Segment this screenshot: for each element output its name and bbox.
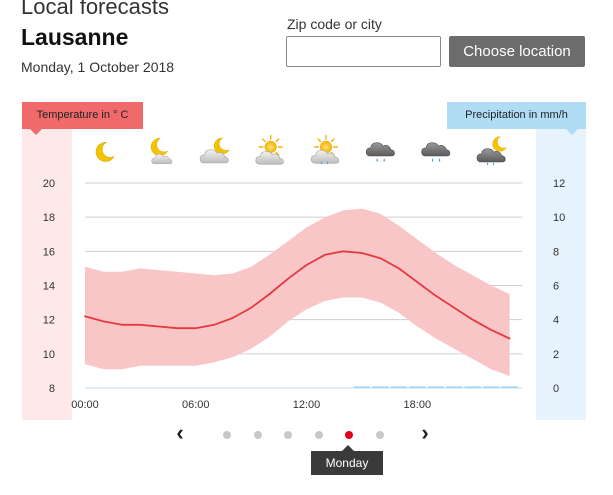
precipitation-bar	[390, 386, 408, 388]
forecast-date: Monday, 1 October 2018	[21, 59, 175, 75]
precipitation-bar	[427, 386, 445, 388]
sun-cloudy-icon	[255, 135, 284, 165]
active-day-tooltip: Monday	[311, 451, 383, 475]
page-title: Local forecasts	[21, 0, 169, 19]
y-left-tick-label: 8	[49, 383, 55, 395]
next-day-chevron-icon[interactable]: ›	[421, 420, 429, 445]
temperature-range-band	[85, 208, 510, 376]
moon-icon	[95, 142, 115, 162]
precipitation-bar	[464, 386, 481, 388]
temperature-tab-pointer	[30, 129, 42, 135]
precipitation-bar	[353, 386, 371, 388]
y-right-tick-label: 2	[553, 349, 559, 361]
precipitation-bar	[446, 386, 463, 388]
carousel-dot-active[interactable]	[345, 431, 354, 439]
y-left-tick-label: 12	[43, 315, 55, 327]
zip-code-label: Zip code or city	[287, 16, 382, 32]
precipitation-bar	[372, 386, 389, 388]
x-tick-label: 18:00	[404, 399, 432, 411]
y-left-tick-label: 10	[43, 349, 55, 361]
temperature-axis-band	[22, 102, 72, 420]
y-left-tick-label: 16	[43, 246, 55, 258]
carousel-dot[interactable]	[284, 431, 293, 439]
y-right-tick-label: 8	[553, 246, 559, 258]
y-left-tick-label: 20	[43, 178, 55, 190]
precipitation-bar	[409, 386, 426, 388]
carousel-dot[interactable]	[376, 431, 384, 439]
precipitation-bar	[482, 386, 500, 388]
moon-cloud-icon	[150, 137, 173, 164]
choose-location-button[interactable]: Choose location	[449, 36, 585, 67]
y-left-tick-label: 14	[43, 281, 55, 293]
temperature-line	[84, 250, 511, 340]
y-right-tick-label: 0	[553, 383, 559, 395]
y-right-tick-label: 4	[553, 315, 559, 327]
moon-cloudy-icon	[199, 137, 230, 164]
day-tooltip-pointer	[342, 445, 354, 451]
city-name: Lausanne	[21, 24, 129, 50]
y-left-tick-label: 18	[43, 212, 55, 224]
x-tick-label: 12:00	[293, 399, 321, 411]
x-tick-label: 00:00	[71, 399, 99, 411]
carousel-dot[interactable]	[223, 431, 231, 439]
precipitation-bar	[501, 386, 518, 388]
sun-cloud-drizzle-icon	[310, 135, 340, 165]
y-right-tick-label: 6	[553, 281, 559, 293]
carousel-dot[interactable]	[314, 431, 323, 439]
temperature-axis-title: Temperature in ° C	[22, 102, 143, 129]
x-tick-label: 06:00	[182, 399, 210, 411]
dark-cloud-rain-icon	[365, 142, 395, 162]
precipitation-axis-band	[536, 102, 586, 420]
precipitation-axis-title: Precipitation in mm/h	[447, 102, 586, 129]
y-right-tick-label: 10	[553, 212, 565, 224]
previous-day-chevron-icon[interactable]: ‹	[176, 420, 184, 445]
dark-cloud-rain-icon	[421, 142, 451, 162]
y-right-tick-label: 12	[553, 178, 565, 190]
zip-code-input[interactable]	[286, 36, 441, 67]
carousel-dot[interactable]	[253, 431, 262, 439]
precipitation-tab-pointer	[566, 129, 578, 135]
moon-dark-cloud-rain-icon	[476, 136, 507, 166]
